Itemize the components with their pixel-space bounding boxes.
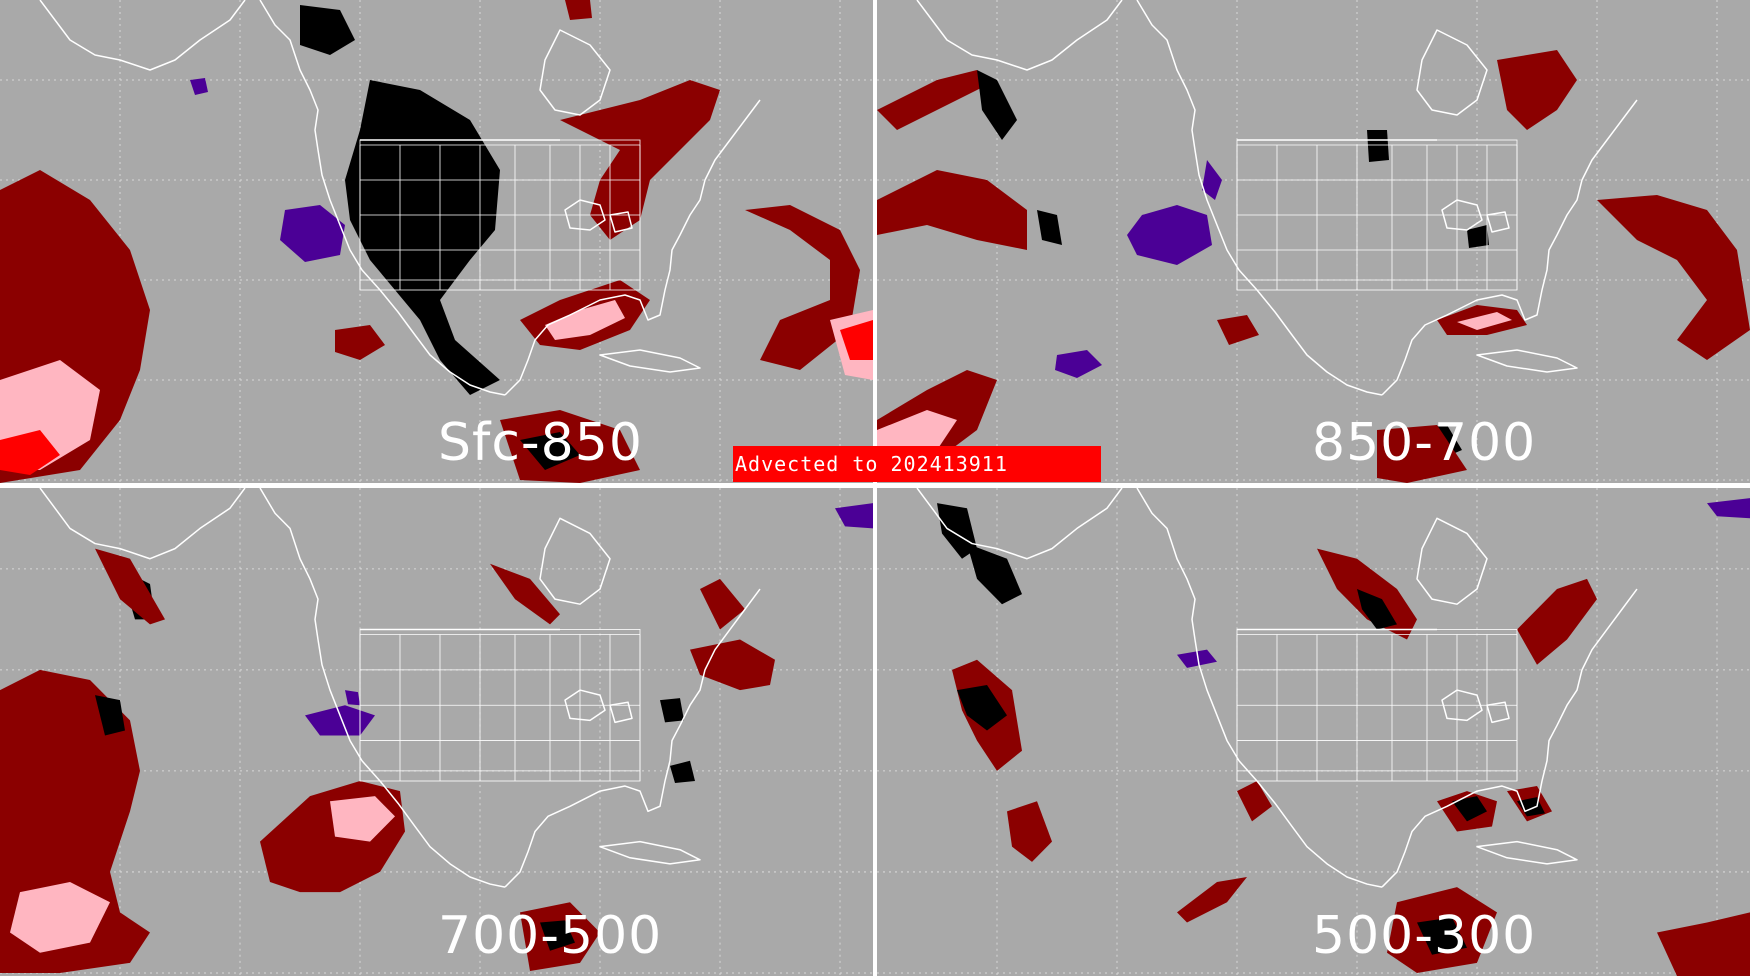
black-region [937, 503, 977, 559]
dark-red-region [335, 325, 385, 360]
black-region [670, 760, 695, 784]
alaska-coastline [916, 0, 1123, 71]
alaska-coastline [916, 488, 1123, 560]
dark-red-region [1007, 801, 1052, 862]
dark-red-region [1597, 195, 1750, 360]
light-pink-region [330, 796, 395, 842]
great-lakes-outline [1441, 689, 1510, 724]
dark-red-region [700, 578, 745, 630]
black-region [540, 920, 575, 951]
layer-label-sfc-850: Sfc-850 [438, 413, 643, 473]
panel-sfc-850: Sfc-850 [0, 0, 873, 483]
hudson-bay-outline [539, 517, 611, 605]
cuba-outline [1476, 840, 1578, 865]
dark-red-region [1657, 912, 1750, 976]
panel-850-700: 850-700 [877, 0, 1750, 483]
light-pink-region [1457, 312, 1512, 330]
dark-red-region [1377, 425, 1467, 483]
dark-red-region [260, 781, 405, 893]
dark-red-region [565, 0, 592, 20]
purple-region [1202, 160, 1222, 200]
black-region [967, 543, 1022, 605]
cuba-outline [599, 349, 701, 373]
purple-region [1177, 649, 1217, 668]
layer-label-850-700: 850-700 [1312, 413, 1537, 473]
black-region [1037, 210, 1062, 245]
dark-red-region [1237, 781, 1272, 822]
purple-region [835, 503, 873, 529]
west-coastline [1136, 488, 1383, 888]
dark-red-region [1517, 578, 1597, 665]
east-coastline [504, 588, 761, 888]
alaska-coastline [39, 488, 246, 560]
black-region [1467, 225, 1489, 248]
east-coastline [1381, 588, 1638, 888]
red-region [0, 430, 60, 475]
black-region [95, 695, 125, 736]
purple-region [305, 705, 375, 736]
banner-prefix: Advected to [735, 452, 879, 476]
dark-red-region [1177, 876, 1247, 923]
map-500-300 [877, 488, 1750, 976]
purple-region [345, 690, 360, 706]
dark-red-region [95, 548, 165, 625]
light-pink-region [10, 882, 110, 953]
banner-timestamp: 202413911 [890, 452, 1008, 476]
great-lakes-outline [1441, 199, 1510, 233]
map-850-700 [877, 0, 1750, 483]
red-region [840, 320, 873, 360]
map-sfc-850 [0, 0, 873, 483]
layer-label-500-300: 500-300 [1312, 906, 1537, 966]
black-region [520, 432, 580, 470]
black-region [660, 698, 684, 723]
west-coastline [259, 488, 506, 888]
black-region [1357, 589, 1397, 630]
black-region [300, 5, 355, 55]
panel-500-300: 500-300 [877, 488, 1750, 976]
dark-red-region [877, 170, 1027, 250]
alaska-coastline [39, 0, 246, 71]
cuba-outline [599, 840, 701, 865]
purple-region [280, 205, 345, 262]
black-region [977, 70, 1017, 140]
great-lakes-outline [564, 689, 633, 724]
dark-red-region [1497, 50, 1577, 130]
west-coastline [259, 0, 506, 396]
black-region [1367, 130, 1389, 162]
hudson-bay-outline [1416, 29, 1488, 116]
dark-red-region [1217, 315, 1259, 345]
layer-label-700-500: 700-500 [438, 906, 663, 966]
dark-red-region [745, 205, 860, 370]
black-region [1417, 917, 1467, 955]
black-region [345, 80, 500, 395]
cuba-outline [1476, 349, 1578, 373]
black-region [1452, 796, 1487, 822]
purple-region [1127, 205, 1212, 265]
east-coastline [504, 99, 761, 396]
purple-region [1707, 498, 1750, 519]
panel-700-500: 700-500 [0, 488, 873, 976]
west-coastline [1136, 0, 1383, 396]
advection-time-banner: Advected to 202413911 [733, 446, 1101, 482]
east-coastline [1381, 99, 1638, 396]
map-700-500 [0, 488, 873, 976]
hudson-bay-outline [1416, 517, 1488, 605]
dark-red-region [490, 563, 560, 625]
dark-red-region [690, 639, 775, 691]
light-pink-region [545, 300, 625, 340]
purple-region [1055, 350, 1102, 378]
dark-red-region [877, 70, 987, 130]
purple-region [190, 78, 208, 95]
hudson-bay-outline [539, 29, 611, 116]
